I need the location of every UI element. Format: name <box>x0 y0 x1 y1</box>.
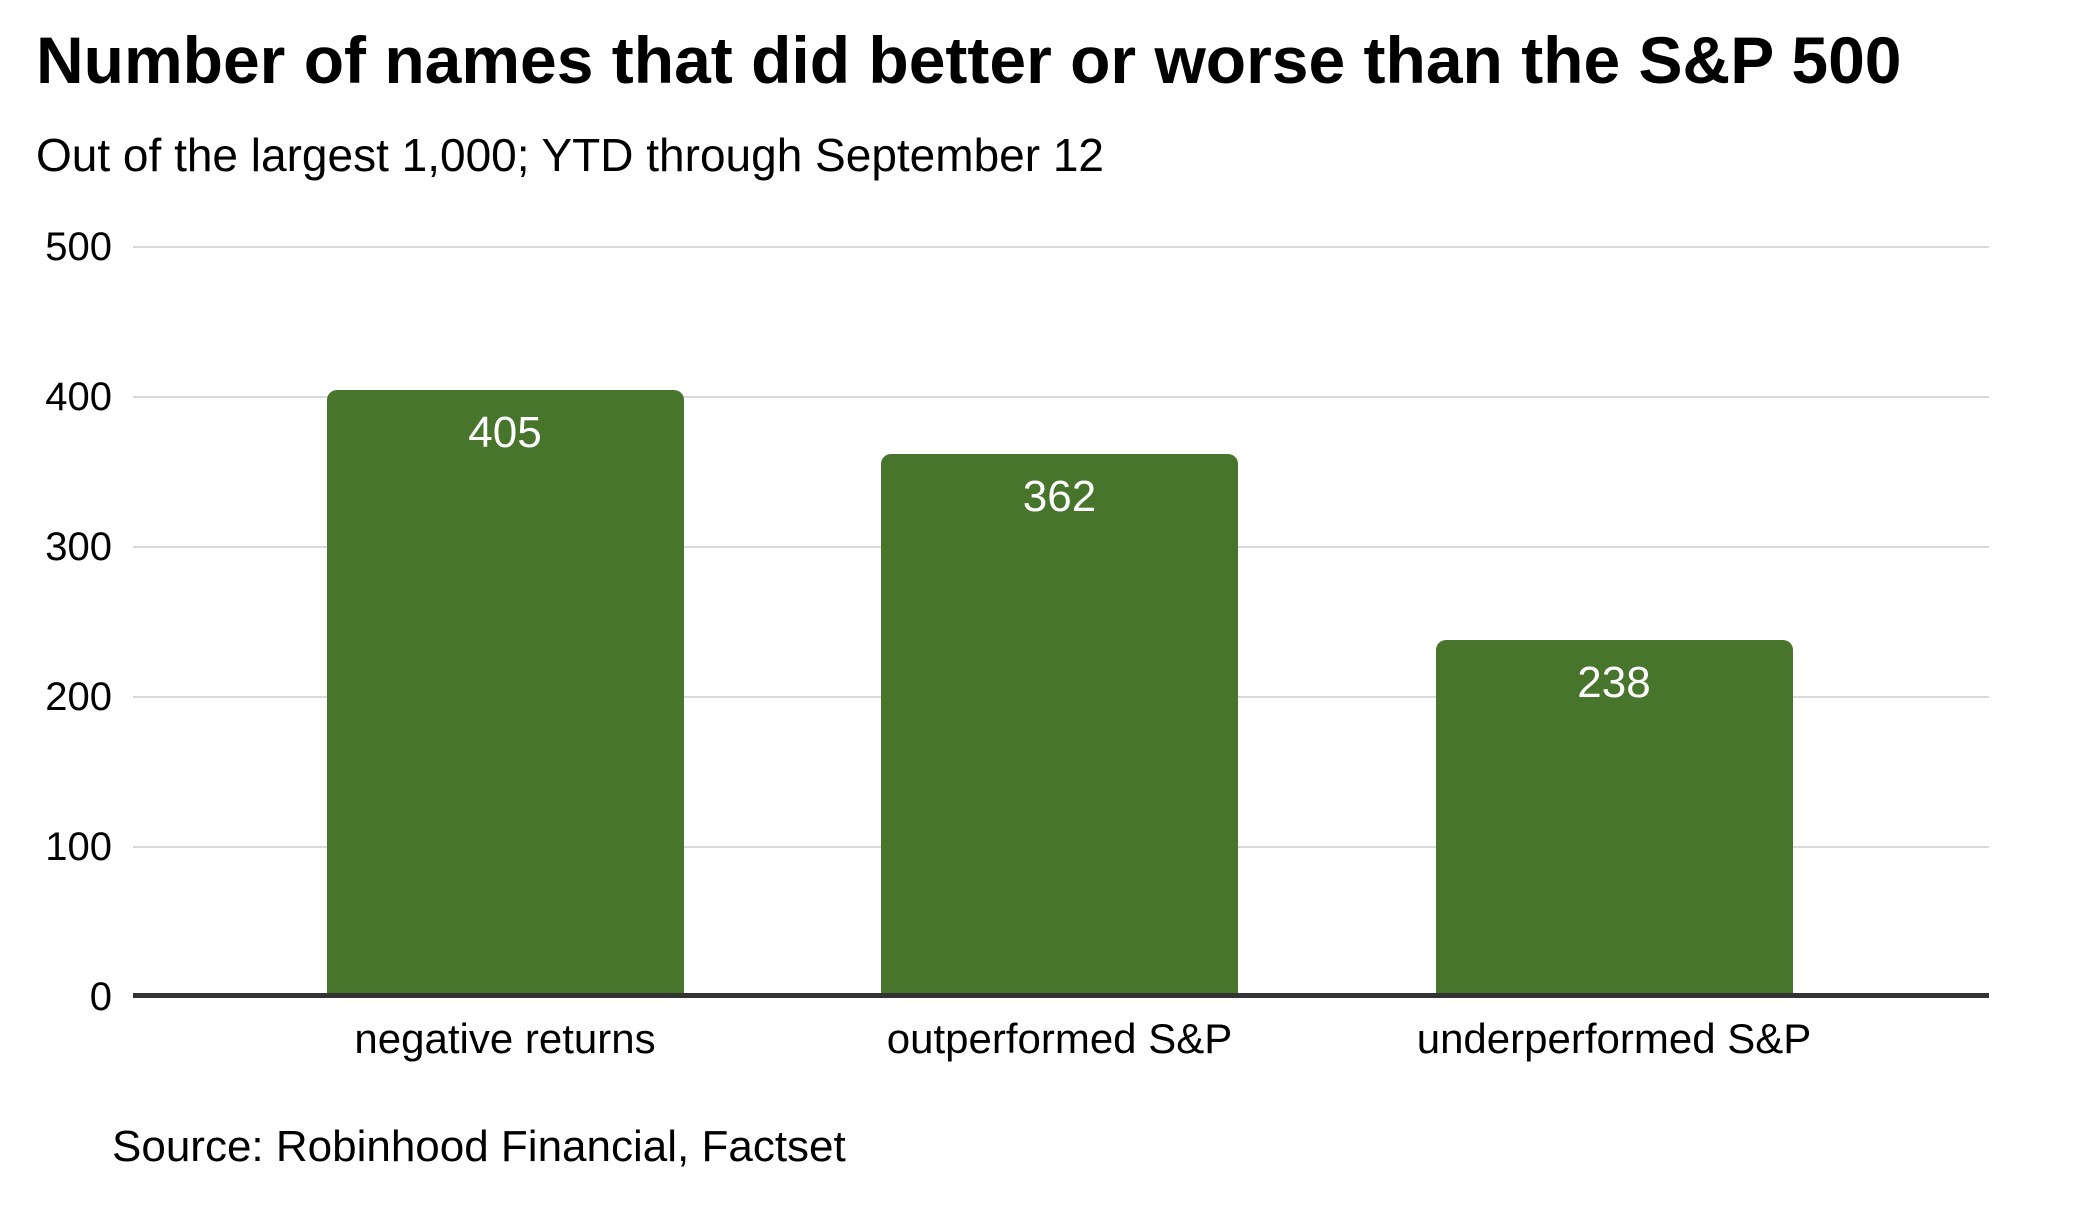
bar-value-label-outperformed-s-p: 362 <box>1022 472 1097 521</box>
bar-value-label-underperformed-s-p: 238 <box>1577 658 1651 707</box>
y-axis-tick-label-200: 200 <box>45 675 112 719</box>
chart-source: Source: Robinhood Financial, Factset <box>112 1122 846 1171</box>
y-axis-tick-label-500: 500 <box>45 225 112 269</box>
y-axis-tick-label-0: 0 <box>89 975 112 1019</box>
gridline-400 <box>133 396 1989 398</box>
bar-negative-returns: 405 <box>326 389 684 997</box>
x-axis-category-label-outperformed-s-p: outperformed S&P <box>886 1015 1233 1062</box>
y-axis-tick-label-400: 400 <box>45 375 112 419</box>
bar-outperformed-s-p: 362 <box>881 454 1238 997</box>
x-axis-category-label-negative-returns: negative returns <box>354 1015 656 1062</box>
y-axis-tick-label-100: 100 <box>45 825 112 869</box>
x-axis-category-label-underperformed-s-p: underperformed S&P <box>1416 1015 1812 1062</box>
gridline-500 <box>133 246 1989 248</box>
bar-underperformed-s-p: 238 <box>1435 640 1793 997</box>
x-axis-line <box>133 993 1989 998</box>
y-axis-tick-label-300: 300 <box>45 525 112 569</box>
chart-subtitle: Out of the largest 1,000; YTD through Se… <box>36 129 1105 181</box>
bar-value-label-negative-returns: 405 <box>468 407 542 457</box>
chart-title: Number of names that did better or worse… <box>36 23 1902 97</box>
